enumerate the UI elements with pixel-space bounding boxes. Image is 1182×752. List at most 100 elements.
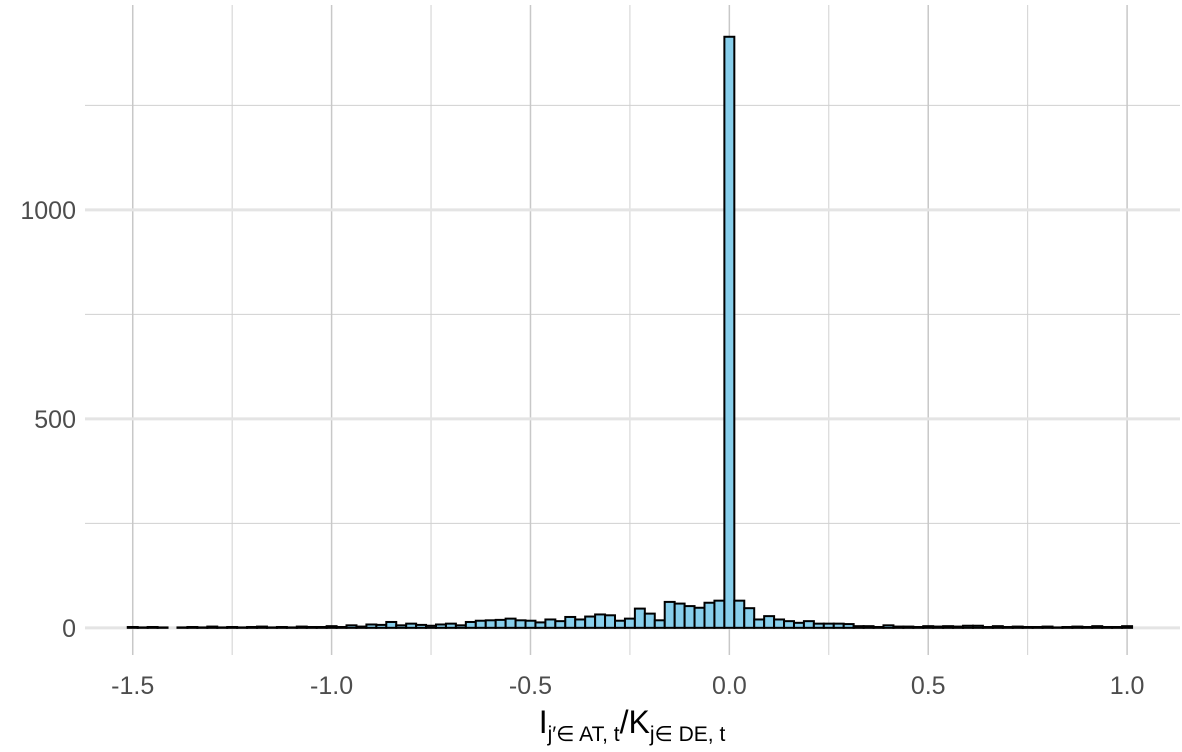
bar	[764, 616, 774, 628]
bar	[426, 626, 436, 628]
bar	[207, 627, 217, 628]
bar	[734, 601, 744, 628]
bar	[913, 627, 923, 628]
bar	[883, 625, 893, 628]
x-tick-label: -1.5	[111, 672, 154, 700]
bar	[356, 627, 366, 628]
bar	[605, 615, 615, 628]
bar	[595, 614, 605, 627]
bar	[1033, 627, 1043, 628]
bar	[376, 625, 386, 628]
bar	[555, 621, 565, 628]
bar	[436, 624, 446, 627]
bar	[695, 608, 705, 628]
bar	[655, 620, 665, 628]
bar	[814, 624, 824, 628]
bar	[754, 619, 764, 627]
bar	[625, 619, 635, 628]
bar	[565, 617, 575, 628]
x-label-part: /	[620, 704, 629, 740]
bar	[784, 621, 794, 628]
bar	[366, 624, 376, 627]
bar	[575, 619, 585, 627]
bar	[993, 626, 1003, 628]
bar	[794, 623, 804, 628]
bar	[128, 627, 138, 628]
bar	[466, 622, 476, 628]
bar	[1102, 627, 1112, 628]
y-tick-label: 500	[34, 406, 76, 434]
bar	[724, 37, 734, 628]
bar	[1013, 627, 1023, 628]
bar	[327, 626, 337, 628]
x-tick-label: 0.5	[911, 672, 946, 700]
x-label-part: j′∈ AT, t	[547, 723, 620, 746]
bar	[854, 626, 864, 628]
bar	[933, 627, 943, 628]
bar	[506, 619, 516, 628]
bar	[943, 626, 953, 628]
bar	[257, 627, 267, 628]
bar	[903, 627, 913, 628]
y-tick-label: 1000	[20, 197, 76, 225]
bar	[337, 627, 347, 628]
bar	[864, 626, 874, 628]
x-label-part: K	[629, 704, 650, 740]
bar	[1043, 627, 1053, 628]
bar	[317, 627, 327, 628]
bar	[486, 620, 496, 628]
bar	[665, 602, 675, 628]
bar	[824, 624, 834, 628]
bar	[535, 622, 545, 627]
bar	[1062, 627, 1072, 628]
bar	[635, 609, 645, 628]
bar	[396, 625, 406, 628]
bar	[545, 619, 555, 627]
x-tick-label: -1.0	[310, 672, 353, 700]
bar	[923, 626, 933, 628]
bar	[685, 606, 695, 628]
x-tick-label: -0.5	[509, 672, 552, 700]
x-tick-label: 0.0	[712, 672, 747, 700]
bar	[804, 621, 814, 628]
bar	[297, 627, 307, 628]
y-tick-label: 0	[62, 615, 76, 643]
bar	[1003, 627, 1013, 628]
grid	[85, 5, 1180, 655]
bar	[1072, 627, 1082, 628]
bar	[307, 627, 317, 628]
bar	[973, 626, 983, 628]
bar	[774, 619, 784, 627]
bar	[247, 627, 257, 628]
bar	[963, 626, 973, 628]
bar	[704, 603, 714, 628]
bar	[406, 624, 416, 628]
bar	[1112, 627, 1122, 628]
bar	[744, 608, 754, 628]
bar	[277, 627, 287, 628]
bar	[386, 622, 396, 628]
bar	[1023, 627, 1033, 628]
x-tick-label: 1.0	[1110, 672, 1145, 700]
bar	[714, 601, 724, 628]
bar	[953, 627, 963, 628]
bar	[516, 620, 526, 628]
x-axis-label: Ij′∈ AT, t/Kj∈ DE, t	[539, 704, 726, 746]
x-label-part: j∈ DE, t	[649, 723, 726, 746]
bar	[416, 625, 426, 628]
bar	[893, 627, 903, 628]
bar	[645, 614, 655, 628]
bar	[615, 621, 625, 628]
bar	[476, 621, 486, 628]
bar	[526, 621, 536, 628]
bar	[675, 604, 685, 628]
bar	[585, 617, 595, 628]
bar	[347, 625, 357, 628]
bar	[834, 624, 844, 628]
bar	[1122, 626, 1132, 628]
bar	[983, 627, 993, 628]
bar	[148, 627, 158, 628]
bar	[1082, 627, 1092, 628]
bar	[874, 627, 884, 628]
